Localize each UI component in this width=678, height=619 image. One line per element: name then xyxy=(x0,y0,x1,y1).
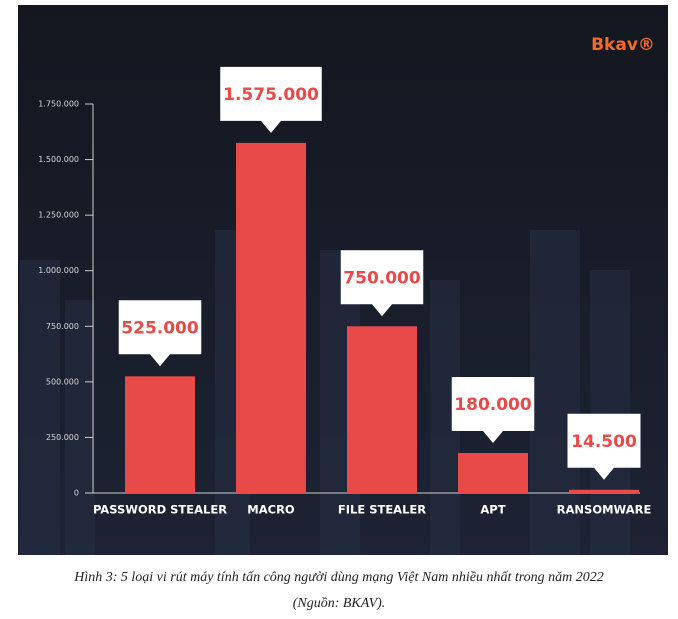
bar xyxy=(569,489,639,493)
y-tick-label: 250.000 xyxy=(46,433,79,442)
value-label: 750.000 xyxy=(343,268,421,288)
source: (Nguồn: BKAV). xyxy=(293,596,386,611)
value-label: 180.000 xyxy=(454,395,532,415)
bar xyxy=(236,142,306,493)
y-tick-label: 500.000 xyxy=(46,377,79,386)
x-tick-label: FILE STEALER xyxy=(338,503,426,517)
y-tick-label: 1.000.000 xyxy=(38,266,79,275)
callout xyxy=(451,376,535,443)
bar xyxy=(125,376,195,493)
callout xyxy=(220,66,322,133)
y-tick-label: 750.000 xyxy=(46,322,79,331)
bar xyxy=(347,326,417,493)
callout xyxy=(567,413,641,480)
y-tick-label: 0 xyxy=(74,489,79,498)
value-label: 1.575.000 xyxy=(223,85,319,105)
caption: Hình 3: 5 loại vi rút máy tính tấn công … xyxy=(73,570,604,585)
bar xyxy=(458,452,528,493)
x-tick-label: RANSOMWARE xyxy=(557,503,652,517)
y-tick-label: 1.750.000 xyxy=(38,100,79,109)
callout xyxy=(118,300,202,367)
x-tick-label: MACRO xyxy=(247,503,295,517)
logo: Bkav® xyxy=(591,35,655,55)
x-tick-label: APT xyxy=(480,503,505,517)
y-tick-label: 1.500.000 xyxy=(38,155,79,164)
value-label: 14.500 xyxy=(571,432,637,452)
callout xyxy=(340,250,424,317)
x-tick-label: PASSWORD STEALER xyxy=(93,503,227,517)
y-tick-label: 1.250.000 xyxy=(38,211,79,220)
value-label: 525.000 xyxy=(121,318,199,338)
